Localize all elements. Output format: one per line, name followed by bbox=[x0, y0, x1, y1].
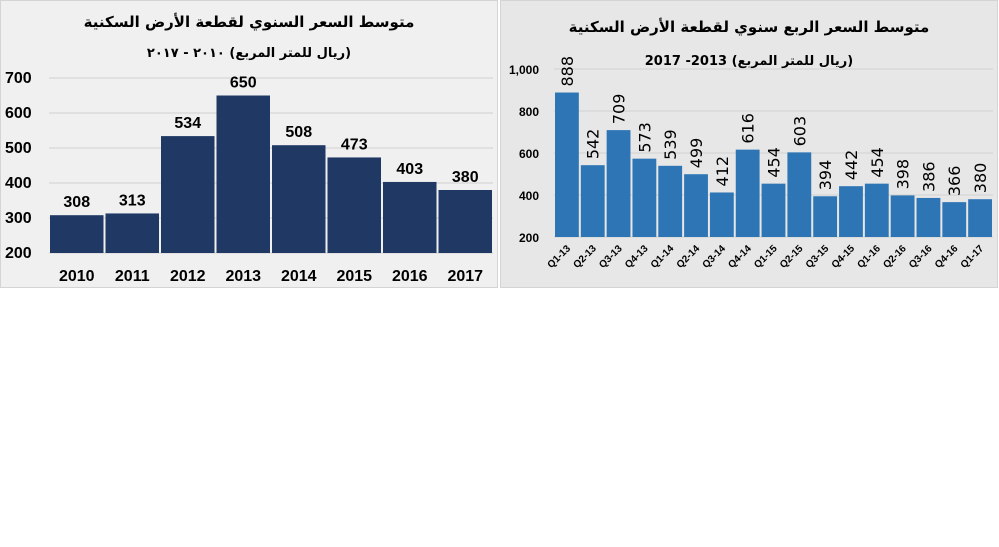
bar bbox=[383, 181, 437, 253]
data-label: 308 bbox=[63, 194, 90, 211]
x-tick-label: Q1-16 bbox=[855, 243, 883, 271]
x-tick-label: 2011 bbox=[115, 268, 150, 285]
bar bbox=[606, 130, 631, 237]
x-tick-label: Q4-13 bbox=[623, 243, 651, 271]
y-tick-label: 600 bbox=[5, 105, 32, 122]
y-tick-label: 400 bbox=[5, 175, 32, 192]
bar bbox=[813, 196, 838, 237]
bar bbox=[658, 165, 683, 237]
x-tick-label: Q3-14 bbox=[701, 243, 729, 271]
x-tick-label: 2012 bbox=[170, 268, 206, 285]
y-tick-label: 800 bbox=[519, 105, 539, 119]
data-label: 398 bbox=[894, 159, 913, 190]
data-label: 380 bbox=[971, 163, 990, 194]
x-tick-label: Q2-16 bbox=[881, 243, 909, 271]
data-label: 454 bbox=[765, 147, 784, 178]
y-tick-label: 400 bbox=[519, 189, 539, 203]
bar bbox=[105, 213, 159, 253]
x-tick-label: Q1-15 bbox=[752, 243, 780, 271]
bar bbox=[916, 197, 941, 237]
chart-title: متوسط السعر الربع سنوي لقطعة الأرض السكن… bbox=[568, 18, 930, 36]
y-tick-label: 300 bbox=[5, 210, 32, 227]
x-tick-label: Q1-17 bbox=[959, 243, 987, 271]
bar bbox=[216, 95, 270, 253]
bar bbox=[709, 192, 734, 237]
x-tick-label: Q4-15 bbox=[830, 243, 858, 271]
bar bbox=[787, 152, 812, 237]
bar bbox=[839, 186, 863, 237]
x-tick-label: Q1-14 bbox=[649, 243, 677, 271]
data-label: 534 bbox=[174, 115, 201, 132]
data-label: 366 bbox=[945, 166, 964, 197]
data-label: 603 bbox=[790, 116, 809, 147]
bar bbox=[327, 157, 381, 253]
x-tick-label: Q2-14 bbox=[675, 243, 703, 271]
bar bbox=[968, 199, 992, 237]
x-tick-label: Q1-13 bbox=[546, 243, 574, 271]
data-label: 573 bbox=[635, 122, 654, 153]
x-tick-label: Q2-13 bbox=[571, 243, 599, 271]
x-tick-label: Q3-15 bbox=[804, 243, 832, 271]
data-label: 313 bbox=[119, 192, 146, 209]
bar bbox=[555, 92, 579, 238]
bar bbox=[942, 202, 967, 237]
bar bbox=[890, 195, 915, 237]
data-label: 499 bbox=[687, 138, 706, 169]
y-tick-label: 200 bbox=[5, 245, 32, 262]
x-tick-label: 2015 bbox=[336, 268, 372, 285]
data-label: 386 bbox=[919, 161, 938, 192]
x-tick-label: Q2-15 bbox=[778, 243, 806, 271]
y-tick-label: 1,000 bbox=[509, 63, 539, 77]
y-tick-label: 600 bbox=[519, 147, 539, 161]
data-label: 454 bbox=[868, 147, 887, 178]
annual-price-chart-panel: متوسط السعر السنوي لقطعة الأرض السكنية (… bbox=[0, 0, 498, 288]
data-label: 888 bbox=[558, 56, 577, 87]
bar bbox=[438, 190, 492, 253]
annual-price-chart: 200 300 400 500 600 700 308 2010 313 2011 534 2012 6… bbox=[5, 70, 493, 285]
quarterly-price-chart: 200 400 600 800 1,000 888 Q1-13 542 Q2-13 709 Q3-1… bbox=[509, 56, 993, 271]
data-label: 394 bbox=[816, 160, 835, 191]
data-label: 412 bbox=[713, 156, 732, 187]
data-label: 473 bbox=[341, 136, 368, 153]
x-tick-label: 2013 bbox=[225, 268, 261, 285]
data-label: 542 bbox=[584, 129, 603, 160]
x-tick-label: Q4-16 bbox=[933, 243, 961, 271]
y-tick-label: 500 bbox=[5, 140, 32, 157]
bar bbox=[632, 158, 657, 237]
bar bbox=[761, 183, 786, 237]
chart-title: متوسط السعر السنوي لقطعة الأرض السكنية bbox=[83, 13, 415, 31]
data-label: 650 bbox=[230, 75, 257, 92]
bar bbox=[580, 165, 605, 237]
bar bbox=[161, 136, 215, 253]
bar bbox=[272, 145, 326, 253]
bar bbox=[735, 149, 760, 237]
data-label: 709 bbox=[610, 94, 629, 125]
quarterly-price-chart-panel: متوسط السعر الربع سنوي لقطعة الأرض السكن… bbox=[500, 0, 998, 288]
bar bbox=[864, 183, 889, 237]
x-tick-label: Q3-16 bbox=[907, 243, 935, 271]
data-label: 380 bbox=[452, 169, 479, 186]
x-tick-label: 2014 bbox=[281, 268, 317, 285]
data-label: 508 bbox=[285, 124, 312, 141]
data-label: 539 bbox=[661, 129, 680, 160]
y-tick-label: 700 bbox=[5, 70, 32, 87]
data-label: 442 bbox=[842, 150, 861, 181]
x-tick-label: 2016 bbox=[392, 268, 428, 285]
x-tick-label: 2010 bbox=[59, 268, 95, 285]
x-tick-label: Q3-13 bbox=[597, 243, 625, 271]
bar bbox=[684, 174, 708, 237]
y-tick-label: 200 bbox=[519, 231, 539, 245]
chart-subtitle: (ريال للمتر المربع) ٢٠١٠ - ٢٠١٧ bbox=[146, 46, 352, 61]
bar bbox=[50, 215, 104, 253]
x-tick-label: Q4-14 bbox=[726, 243, 754, 271]
x-tick-label: 2017 bbox=[447, 268, 483, 285]
data-label: 403 bbox=[396, 161, 423, 178]
chart-subtitle: (ريال للمتر المربع) 2013- 2017 bbox=[644, 54, 854, 69]
data-label: 616 bbox=[739, 113, 758, 144]
